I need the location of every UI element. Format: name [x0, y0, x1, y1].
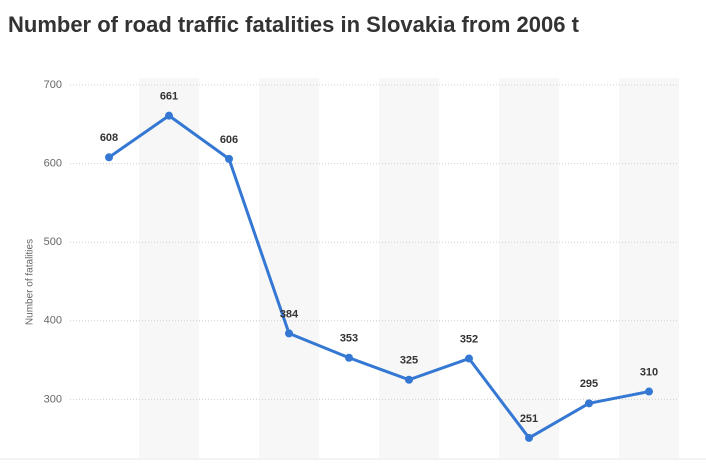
data-point: [645, 387, 653, 396]
column-band: [139, 78, 199, 458]
data-label: 295: [580, 378, 598, 390]
data-point: [345, 353, 353, 362]
data-point: [105, 153, 113, 162]
data-point: [405, 375, 413, 384]
data-point: [585, 399, 593, 408]
y-tick-label: 500: [44, 236, 62, 248]
chart-title: Number of road traffic fatalities in Slo…: [8, 12, 580, 37]
column-band: [379, 78, 439, 458]
y-axis-label: Number of fatalities: [25, 239, 36, 325]
data-point: [285, 329, 293, 338]
data-label: 661: [160, 91, 178, 103]
y-tick-label: 700: [44, 79, 62, 91]
data-label: 325: [400, 355, 418, 367]
column-band: [259, 78, 319, 458]
data-point: [465, 354, 473, 363]
data-label: 608: [100, 132, 118, 144]
data-label: 353: [340, 333, 358, 345]
column-band: [499, 78, 559, 458]
data-line: [108, 114, 650, 440]
data-point: [525, 433, 533, 442]
data-point: [165, 111, 173, 120]
data-label: 251: [520, 413, 538, 425]
data-label: 384: [280, 308, 299, 320]
y-tick-label: 600: [44, 158, 62, 170]
y-tick-label: 300: [44, 393, 62, 405]
y-tick-label: 400: [44, 315, 62, 327]
data-label: 606: [220, 134, 238, 146]
column-band: [619, 78, 679, 458]
data-label: 310: [640, 366, 658, 378]
data-point: [225, 154, 233, 163]
data-label: 352: [460, 333, 478, 345]
